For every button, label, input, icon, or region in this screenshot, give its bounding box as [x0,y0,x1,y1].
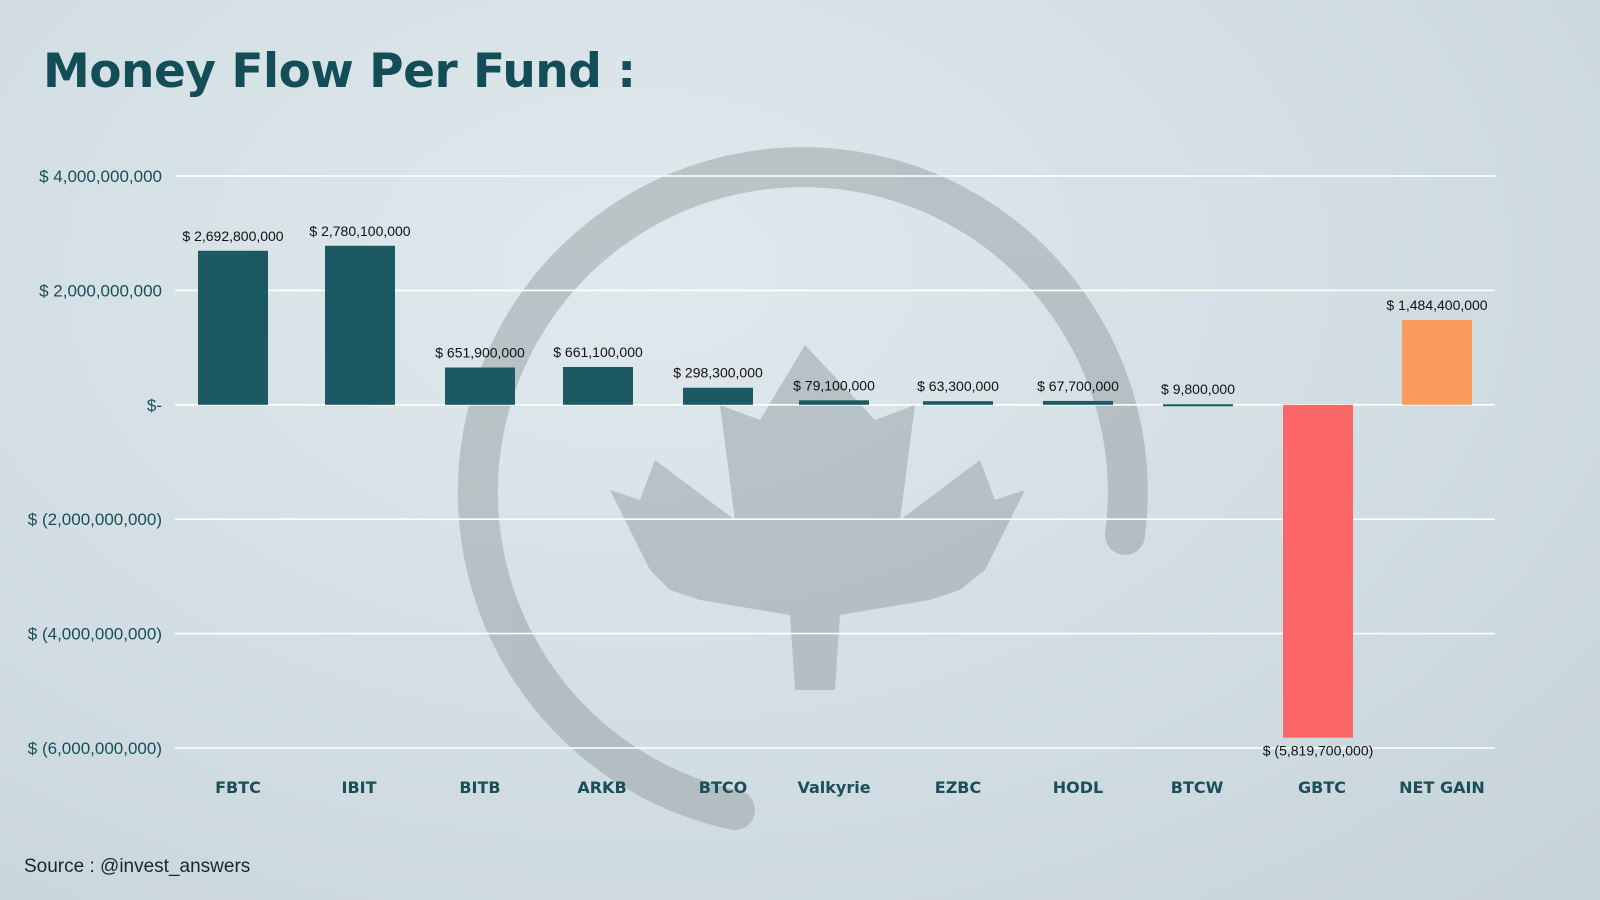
bar-ibit [325,245,395,405]
bar-ezbc [923,401,993,405]
source-caption: Source : @invest_answers [24,856,251,877]
x-tick-label: BTCW [1171,778,1224,797]
data-label: $ (5,819,700,000) [1263,743,1374,759]
y-tick-label: $ (2,000,000,000) [28,510,162,529]
x-tick-label: FBTC [215,778,261,797]
x-tick-label: HODL [1053,778,1103,797]
y-tick-label: $ 4,000,000,000 [39,167,162,186]
x-tick-label: IBIT [341,778,376,797]
bar-btco [683,387,753,405]
bar-net-gain [1402,319,1472,405]
data-label: $ 67,700,000 [1037,378,1119,394]
data-label: $ 63,300,000 [917,378,999,394]
y-tick-label: $ (6,000,000,000) [28,739,162,758]
data-label: $ 661,100,000 [553,344,643,360]
data-label: $ 651,900,000 [435,345,525,361]
x-tick-label: BITB [459,778,500,797]
x-tick-label: Valkyrie [797,778,870,797]
y-tick-label: $ 2,000,000,000 [39,281,162,300]
x-tick-label: NET GAIN [1399,778,1485,797]
data-label: $ 2,692,800,000 [182,228,283,244]
data-label: $ 2,780,100,000 [309,223,410,239]
data-label: $ 1,484,400,000 [1386,297,1487,313]
x-tick-label: BTCO [699,778,747,797]
bar-valkyrie [799,400,869,405]
y-tick-label: $- [147,396,162,415]
x-tick-label: GBTC [1298,778,1346,797]
x-tick-label: ARKB [577,778,626,797]
bar-fbtc [198,250,268,405]
bar-arkb [563,366,633,405]
data-label: $ 79,100,000 [793,377,875,393]
bar-gbtc [1283,404,1353,738]
x-tick-label: EZBC [935,778,981,797]
data-label: $ 9,800,000 [1161,381,1235,397]
bar-hodl [1043,400,1113,405]
data-label: $ 298,300,000 [673,365,763,381]
bar-btcw [1163,404,1233,407]
bar-bitb [445,367,515,405]
y-tick-label: $ (4,000,000,000) [28,625,162,644]
page-title: Money Flow Per Fund : [43,44,636,99]
